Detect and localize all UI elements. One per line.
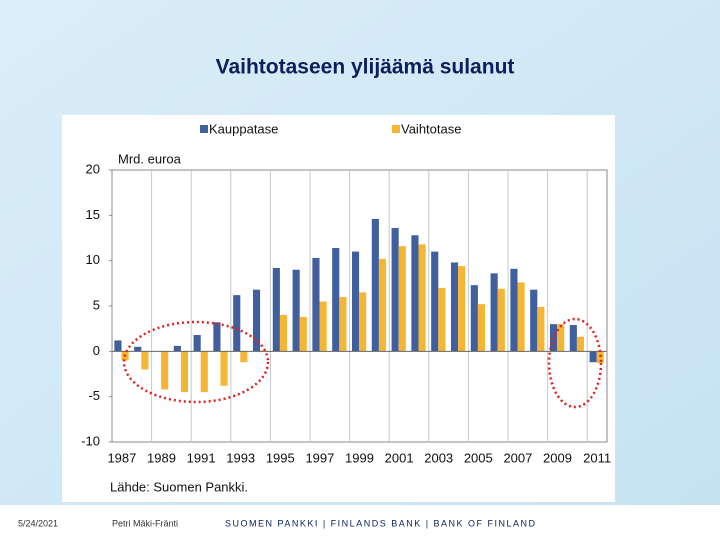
highlight-ellipse — [547, 317, 603, 409]
x-tick-label: 1995 — [266, 450, 295, 465]
bar — [391, 228, 399, 352]
y-tick-label: -5 — [88, 388, 100, 403]
bar — [371, 218, 379, 352]
x-tick-label: 1989 — [147, 450, 176, 465]
highlight-ellipse — [122, 320, 270, 404]
bar — [339, 296, 347, 352]
bar — [418, 244, 426, 352]
bar — [359, 292, 367, 352]
x-tick-label: 2003 — [424, 450, 453, 465]
bar — [517, 282, 525, 352]
footer-date: 5/24/2021 — [18, 518, 58, 528]
x-tick-label: 2001 — [385, 450, 414, 465]
x-tick-label: 1993 — [226, 450, 255, 465]
bar — [312, 257, 320, 352]
x-tick-label: 2005 — [464, 450, 493, 465]
bar — [134, 346, 142, 352]
chart-title: Vaihtotaseen ylijäämä sulanut — [216, 56, 515, 79]
footer-author: Petri Mäki-Fränti — [112, 518, 178, 528]
bar — [161, 351, 169, 390]
bar — [438, 287, 446, 352]
bar — [292, 269, 300, 352]
bar — [477, 304, 486, 352]
bar — [557, 324, 565, 352]
x-tick-label: 1987 — [107, 450, 136, 465]
bar — [240, 351, 248, 363]
footer-organization: SUOMEN PANKKI | FINLANDS BANK | BANK OF … — [225, 518, 537, 528]
y-tick-label: 0 — [93, 343, 100, 358]
bar — [450, 262, 459, 352]
bar — [173, 345, 181, 352]
bar — [272, 267, 280, 352]
legend-label: Kauppatase — [209, 121, 278, 136]
x-tick-label: 2009 — [543, 450, 572, 465]
bar — [530, 289, 538, 352]
bar — [510, 268, 518, 352]
bar — [569, 325, 577, 352]
y-tick-label: -10 — [81, 433, 100, 448]
x-tick-label: 2011 — [583, 450, 611, 465]
legend-swatch — [392, 125, 400, 133]
bar — [141, 351, 149, 370]
bar — [114, 340, 122, 352]
x-tick-label: 1997 — [305, 450, 334, 465]
bar — [200, 351, 208, 393]
bar — [378, 258, 387, 352]
bar — [220, 351, 228, 386]
bar — [252, 289, 261, 352]
y-tick-label: 20 — [86, 161, 100, 176]
legend-label: Vaihtotase — [401, 121, 461, 136]
bar — [233, 295, 241, 352]
bar — [193, 335, 201, 352]
bar — [497, 288, 505, 352]
bar — [319, 301, 327, 352]
x-tick-label: 1991 — [187, 450, 216, 465]
bar — [458, 266, 466, 352]
bar — [470, 285, 478, 352]
bar — [411, 235, 419, 352]
bar — [332, 247, 340, 352]
bar — [279, 315, 288, 352]
bar — [351, 251, 360, 352]
bar — [431, 251, 439, 352]
plot: -10 -5 0 5 10 15 20 1987 1989 1991 1993 1995 1997 199… — [81, 121, 611, 465]
bar — [589, 351, 597, 363]
bar — [576, 336, 585, 352]
y-tick-label: 15 — [86, 207, 100, 222]
bar — [490, 273, 498, 352]
bar — [180, 351, 189, 393]
bar — [537, 306, 545, 352]
footer-bar — [0, 505, 720, 540]
bar — [213, 322, 221, 352]
y-tick-label: 10 — [86, 252, 100, 267]
y-axis-label: Mrd. euroa — [118, 151, 182, 166]
bar — [299, 316, 307, 352]
legend-swatch — [200, 125, 208, 133]
bar — [398, 246, 406, 352]
y-tick-label: 5 — [93, 297, 100, 312]
x-tick-label: 2007 — [503, 450, 532, 465]
x-tick-label: 1999 — [345, 450, 374, 465]
source: Lähde: Suomen Pankki. — [110, 479, 248, 494]
